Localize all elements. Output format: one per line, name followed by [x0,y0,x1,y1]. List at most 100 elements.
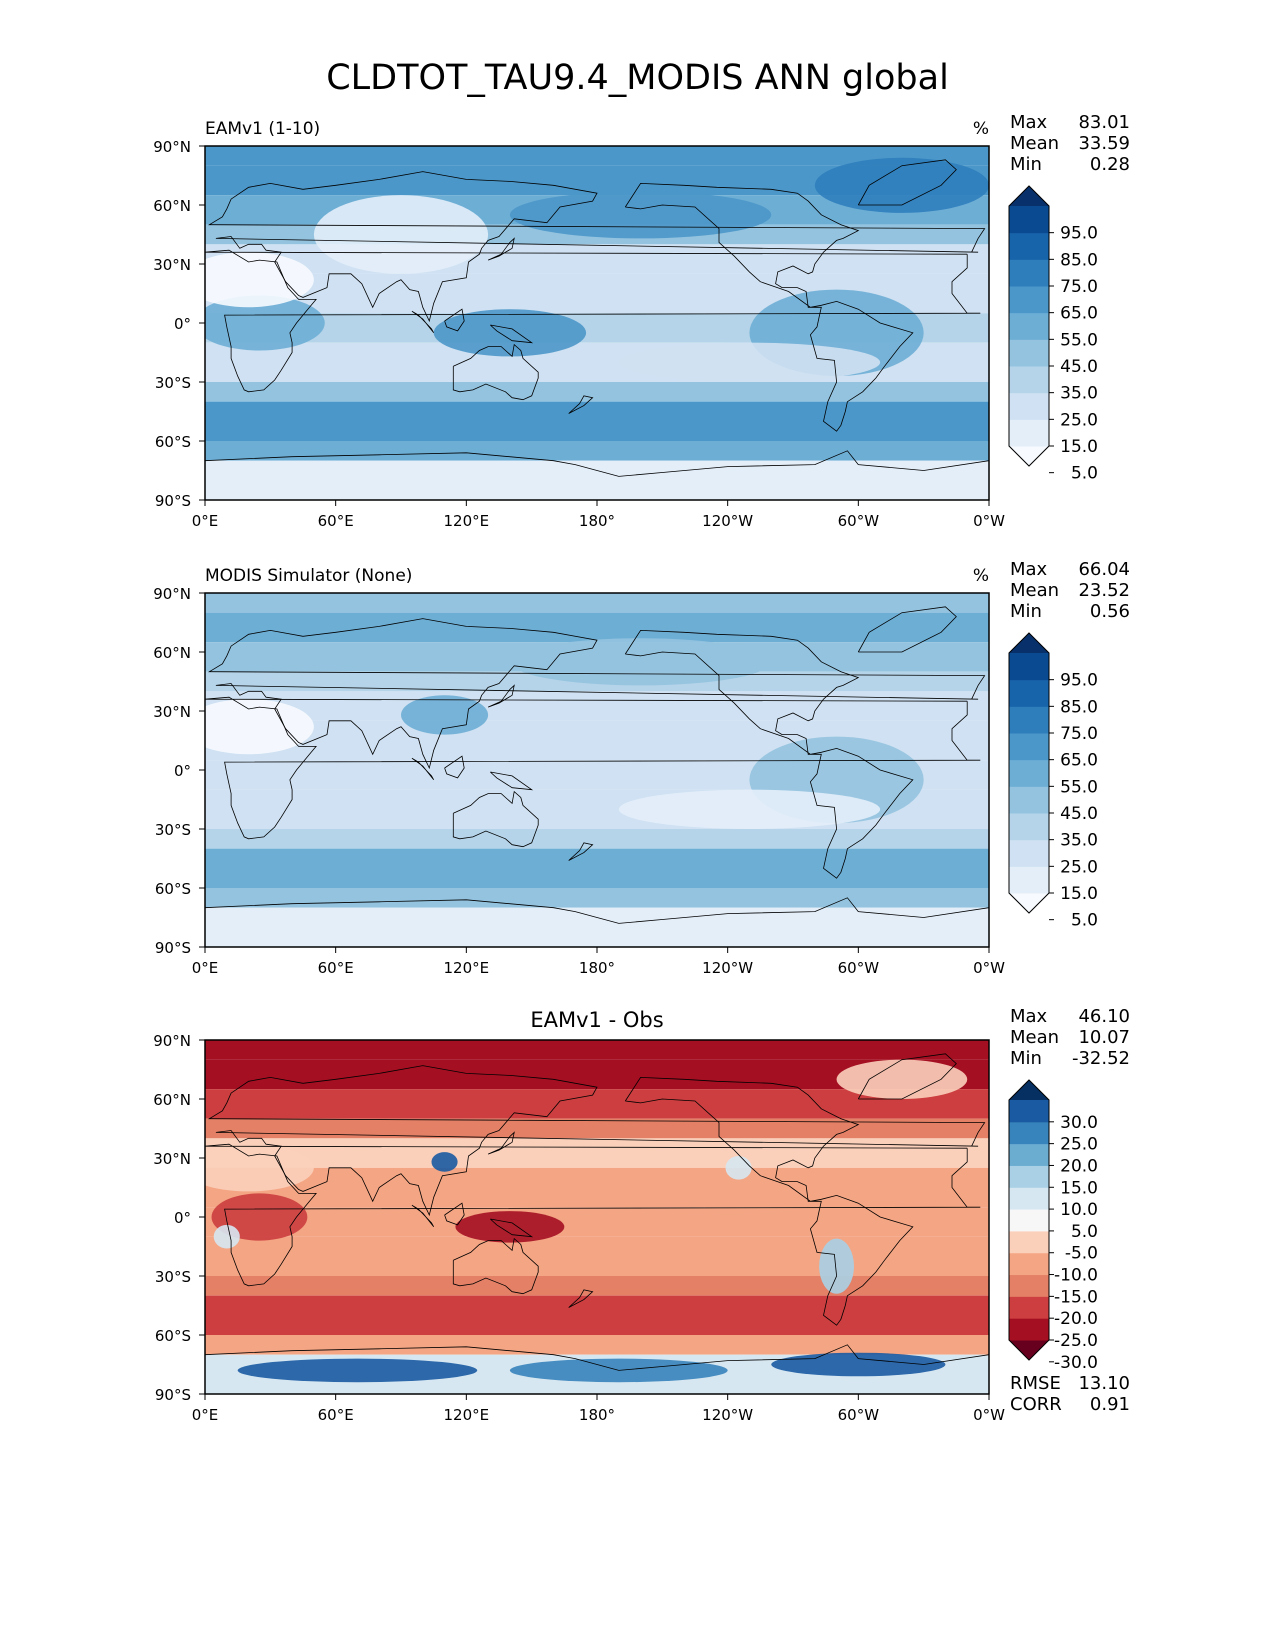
coastline [487,1131,515,1155]
stat-value: 0.28 [1090,154,1130,175]
coastline [207,1065,986,1217]
panel-subtitle: EAMv1 (1-10) [205,119,320,139]
coastline [452,1237,539,1295]
panel-title: EAMv1 - Obs [530,1008,663,1032]
panel-subtitle: MODIS Simulator (None) [205,566,412,586]
panel-units: % [973,566,989,586]
field-region [819,1238,854,1294]
field-region [836,1059,968,1099]
colorbar-segment [1009,1165,1049,1188]
field-band [205,146,989,166]
metric-label: CORR [1010,1394,1062,1415]
field-band [205,401,989,441]
stat-value: 46.10 [1078,1006,1130,1027]
colorbar-segment [1009,232,1049,260]
stat-value: -32.52 [1072,1048,1130,1069]
lat-tick-label: 0° [174,315,191,333]
coastline [624,1076,914,1326]
colorbar: 30.025.020.015.010.05.0-5.0-10.0-15.0-20… [1008,1079,1098,1373]
stat-value: 23.52 [1078,580,1130,601]
field-band [205,1236,989,1276]
map-canvas: 90°N 60°N 30°N 0° 30°S 60°S 90°S0°E 60°E 120°E 18… [153,112,1130,530]
stat-value: 66.04 [1078,559,1130,580]
colorbar-segment [1009,759,1049,787]
coastline [411,757,435,781]
colorbar-extend-min [1009,893,1049,913]
stat-label: Min [1010,601,1042,622]
stat-value: 0.56 [1090,601,1130,622]
colorbar-segment [1009,1121,1049,1145]
colorbar-extend-max [1009,1080,1049,1100]
coastline [207,171,986,323]
lon-tick-label: 60°W [838,1406,880,1424]
coastline [411,310,435,334]
coastline [205,450,989,477]
lat-tick-label: 60°S [155,880,191,898]
colorbar-tick-label: 65.0 [1060,751,1098,771]
coastline [205,696,981,840]
lat-tick-label: 60°S [155,1327,191,1345]
colorbar-tick-label: 65.0 [1060,304,1098,324]
lat-tick-label: 90°N [153,138,191,156]
lon-tick-label: 60°W [838,959,880,977]
lat-tick-label: 60°N [153,644,191,662]
colorbar-tick-label: 55.0 [1060,330,1098,350]
coastline [624,629,914,879]
colorbar-tick-label: -25.0 [1054,1331,1098,1351]
lat-tick-label: 90°S [155,939,191,957]
field-region [205,252,314,308]
colorbar-tick-label: 15.0 [1060,884,1098,904]
field-region [433,309,587,357]
colorbar-segment [1009,813,1049,841]
colorbar-extend-min [1009,1340,1049,1360]
coastline [490,1218,534,1238]
lat-tick-label: 90°S [155,1386,191,1404]
coastline [568,395,594,414]
field-band [205,593,989,613]
field-band [205,382,989,402]
field-region [431,1152,458,1172]
field-band [205,1335,989,1355]
lon-tick-label: 180° [579,512,615,530]
colorbar-segment [1009,786,1049,814]
field-region [213,1224,240,1249]
field-band [205,1118,989,1139]
coastline [487,237,515,261]
lat-tick-label: 30°S [155,374,191,392]
coastline [205,1344,989,1371]
colorbar-segment [1009,1318,1049,1341]
stat-label: Mean [1010,580,1059,601]
stat-label: Mean [1010,1027,1059,1048]
coastline [444,755,465,779]
field-band [205,441,989,461]
colorbar-segment [1009,392,1049,420]
lon-tick-label: 0°W [973,512,1005,530]
lon-tick-label: 120°W [702,512,753,530]
colorbar-segment [1009,733,1049,761]
map-panel-reference: 90°N 60°N 30°N 0° 30°S 60°S 90°S 0°E 60°E 120°E 18… [0,447,1275,977]
colorbar-tick-label: 45.0 [1060,357,1098,377]
coastline [487,684,515,708]
lat-tick-label: 60°N [153,197,191,215]
lon-tick-label: 0°W [973,959,1005,977]
field-band [205,1089,989,1119]
colorbar-tick-label: -5.0 [1065,1244,1098,1264]
colorbar: 95.0 85.0 75.0 65.0 55.0 45.0 35.0 25.0 15.0 5.0 [1008,185,1098,484]
coastline [411,1204,435,1228]
colorbar-tick-label: 85.0 [1060,250,1098,270]
colorbar-tick-label: 5.0 [1071,464,1098,484]
field-region [455,1211,565,1243]
colorbar-tick-label: 5.0 [1071,911,1098,931]
colorbar-segment [1009,679,1049,707]
lon-tick-label: 120°W [702,959,753,977]
panel-units: % [973,119,989,139]
colorbar-extend-max [1009,186,1049,206]
field-region [205,699,314,755]
field-band [205,691,989,721]
map-panel-test: 90°N 60°N 30°N 0° 30°S 60°S 90°S 0°E 60°E 120°E 18… [0,0,1275,530]
contour-field [205,146,989,500]
colorbar-tick-label: -20.0 [1054,1309,1098,1329]
lon-tick-label: 0°E [192,512,219,530]
field-region [814,157,989,213]
field-band [205,907,989,947]
